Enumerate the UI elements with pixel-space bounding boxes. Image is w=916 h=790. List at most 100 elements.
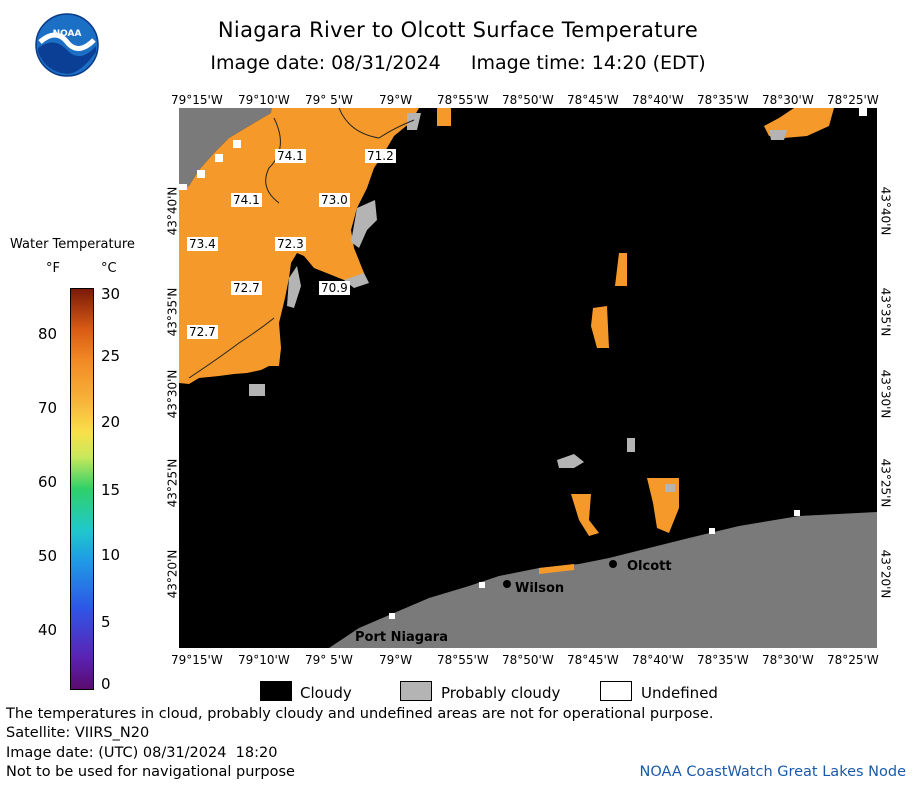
- lon-tick: 78°55'W: [437, 93, 489, 107]
- lon-tick: 79°W: [379, 93, 413, 107]
- temp-label: 72.7: [231, 281, 262, 295]
- town-marker-olcott: [609, 560, 617, 568]
- undefined-pixel: [179, 184, 187, 190]
- c-tick: 15: [101, 481, 121, 499]
- f-tick: 80: [38, 325, 58, 343]
- lon-tick: 78°45'W: [567, 653, 619, 667]
- undefined-pixel: [215, 154, 223, 162]
- key-swatch-probably-cloudy: [400, 681, 432, 701]
- isotherm-contour: [338, 108, 415, 139]
- map-graphic: [179, 108, 877, 648]
- lon-tick: 78°25'W: [827, 93, 879, 107]
- lon-tick: 78°30'W: [762, 93, 814, 107]
- utc-date-text: Image date: (UTC) 08/31/2024 18:20: [6, 745, 278, 761]
- temp-label: 70.9: [319, 281, 350, 295]
- lon-tick: 78°50'W: [502, 93, 554, 107]
- key-label-undefined: Undefined: [641, 684, 718, 702]
- lon-tick: 78°50'W: [502, 653, 554, 667]
- probably-cloudy-patch: [665, 484, 675, 492]
- isotherm-contour: [188, 317, 275, 379]
- lon-tick: 79°W: [379, 653, 413, 667]
- undefined-pixel: [233, 140, 241, 148]
- probably-cloudy-patch: [249, 384, 265, 396]
- lat-tick: 43°30'N: [165, 369, 180, 419]
- lon-tick: 78°40'W: [632, 93, 684, 107]
- lat-tick: 43°25'N: [165, 458, 180, 508]
- disclaimer-text: The temperatures in cloud, probably clou…: [6, 706, 714, 722]
- lat-tick: 43°20'N: [165, 549, 180, 599]
- f-tick: 50: [38, 547, 58, 565]
- probably-cloudy-patch: [287, 266, 301, 308]
- map-title: Niagara River to Olcott Surface Temperat…: [217, 18, 699, 42]
- temp-label: 72.7: [187, 325, 218, 339]
- lon-tick: 78°55'W: [437, 653, 489, 667]
- c-tick: 25: [101, 347, 121, 365]
- temp-label: 74.1: [275, 149, 306, 163]
- key-swatch-undefined: [600, 681, 632, 701]
- c-tick: 30: [101, 285, 121, 303]
- lon-tick: 79° 5'W: [305, 93, 353, 107]
- c-tick: 0: [101, 675, 111, 693]
- lat-tick: 43°40'N: [878, 186, 893, 236]
- noaa-logo: NOAA: [35, 13, 99, 77]
- lat-tick: 43°35'N: [165, 287, 180, 337]
- legend-title: Water Temperature: [10, 237, 135, 252]
- legend-unit-c: °C: [101, 261, 117, 276]
- place-label-olcott: Olcott: [627, 559, 672, 574]
- isotherm-contour: [265, 117, 281, 204]
- warm-water-region: [437, 108, 451, 126]
- warm-water-region: [571, 494, 599, 536]
- temp-label: 71.2: [365, 149, 396, 163]
- undefined-pixel: [709, 528, 715, 534]
- legend-unit-f: °F: [46, 261, 60, 276]
- c-tick: 10: [101, 546, 121, 564]
- key-label-cloudy: Cloudy: [300, 684, 352, 702]
- lon-tick: 79°15'W: [171, 93, 223, 107]
- lon-tick: 78°35'W: [697, 93, 749, 107]
- temp-label: 73.4: [187, 237, 218, 251]
- warm-water-region: [591, 306, 609, 348]
- lon-tick: 79° 5'W: [305, 653, 353, 667]
- temp-label: 72.3: [275, 237, 306, 251]
- lat-tick: 43°20'N: [878, 549, 893, 599]
- lat-tick: 43°25'N: [878, 458, 893, 508]
- lat-tick: 43°40'N: [165, 186, 180, 236]
- lat-tick: 43°35'N: [878, 287, 893, 337]
- probably-cloudy-patch: [769, 130, 787, 140]
- temp-label: 74.1: [231, 193, 262, 207]
- temperature-colorbar: [70, 288, 94, 690]
- probably-cloudy-patch: [351, 200, 377, 248]
- image-date-time: Image date: 08/31/2024 Image time: 14:20…: [210, 52, 706, 74]
- c-tick: 20: [101, 413, 121, 431]
- temperature-map: 74.1 71.2 74.1 73.0 73.4 72.3 72.7 70.9 …: [179, 108, 877, 648]
- navigation-disclaimer: Not to be used for navigational purpose: [6, 764, 295, 780]
- key-swatch-cloudy: [260, 681, 292, 701]
- undefined-pixel: [859, 108, 867, 116]
- lon-tick: 78°35'W: [697, 653, 749, 667]
- place-label-wilson: Wilson: [515, 581, 565, 596]
- lon-tick: 78°30'W: [762, 653, 814, 667]
- lon-tick: 79°10'W: [238, 93, 290, 107]
- undefined-pixel: [794, 510, 800, 516]
- land-ontario-nw: [179, 108, 274, 188]
- land-new-york: [329, 512, 877, 648]
- lon-tick: 78°40'W: [632, 653, 684, 667]
- svg-text:NOAA: NOAA: [53, 29, 82, 39]
- c-tick: 5: [101, 613, 111, 631]
- satellite-text: Satellite: VIIRS_N20: [6, 725, 150, 741]
- probably-cloudy-patch: [627, 438, 635, 452]
- warm-water-region: [615, 253, 627, 286]
- undefined-pixel: [479, 582, 485, 588]
- lon-tick: 79°10'W: [238, 653, 290, 667]
- undefined-pixel: [389, 613, 395, 619]
- key-label-probably-cloudy: Probably cloudy: [441, 684, 561, 702]
- warm-water-region: [539, 564, 574, 574]
- lon-tick: 78°45'W: [567, 93, 619, 107]
- f-tick: 70: [38, 399, 58, 417]
- lat-tick: 43°30'N: [878, 369, 893, 419]
- lon-tick: 78°25'W: [827, 653, 879, 667]
- town-marker-wilson: [503, 580, 511, 588]
- undefined-pixel: [197, 170, 205, 178]
- f-tick: 60: [38, 473, 58, 491]
- credit-text: NOAA CoastWatch Great Lakes Node: [639, 764, 906, 780]
